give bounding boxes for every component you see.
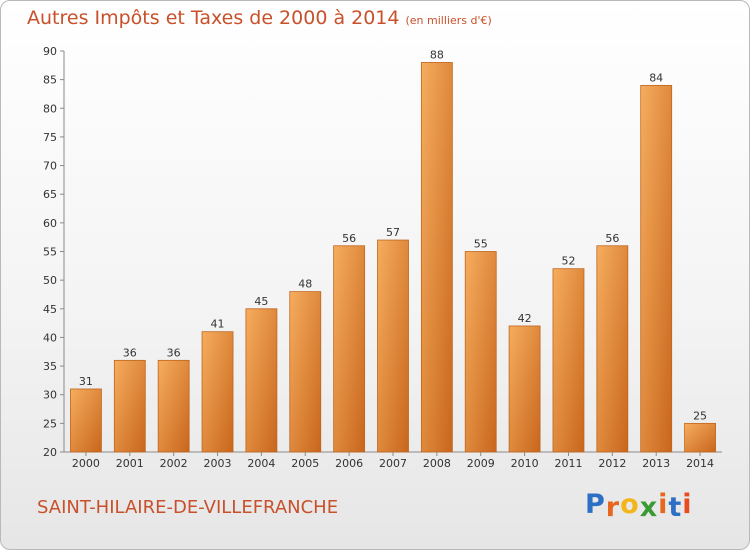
bar xyxy=(464,251,497,453)
y-tick-label: 40 xyxy=(43,331,57,344)
x-tick-label: 2012 xyxy=(598,457,626,470)
logo-letter: i xyxy=(682,489,693,520)
commune-name: SAINT-HILAIRE-DE-VILLEFRANCHE xyxy=(37,497,339,518)
proxiti-logo[interactable]: Proxiti xyxy=(585,489,693,523)
x-tick-label: 2001 xyxy=(116,457,144,470)
data-label: 55 xyxy=(474,238,488,251)
logo-letter: i xyxy=(658,489,669,520)
x-tick-label: 2004 xyxy=(247,457,275,470)
logo-letter: o xyxy=(620,489,640,520)
data-label: 31 xyxy=(79,375,93,388)
bar xyxy=(333,245,366,453)
y-tick-label: 75 xyxy=(43,131,57,144)
bar xyxy=(684,422,716,453)
bar xyxy=(289,291,322,453)
y-tick-label: 60 xyxy=(43,217,57,230)
bar xyxy=(420,62,453,453)
data-label: 41 xyxy=(211,318,225,331)
x-tick-label: 2010 xyxy=(511,457,539,470)
y-tick-label: 55 xyxy=(43,246,57,259)
bar xyxy=(508,325,541,453)
data-label: 42 xyxy=(518,312,532,325)
bar xyxy=(201,331,234,453)
x-tick-label: 2009 xyxy=(467,457,495,470)
x-tick-label: 2011 xyxy=(554,457,582,470)
data-label: 84 xyxy=(649,71,663,84)
y-tick-label: 50 xyxy=(43,274,57,287)
y-tick-label: 65 xyxy=(43,188,57,201)
y-tick-label: 20 xyxy=(43,446,57,459)
y-tick-label: 80 xyxy=(43,102,57,115)
x-tick-label: 2002 xyxy=(160,457,188,470)
x-tick-label: 2005 xyxy=(291,457,319,470)
data-label: 52 xyxy=(561,255,575,268)
logo-letter: t xyxy=(668,492,683,523)
data-label: 56 xyxy=(605,232,619,245)
data-label: 36 xyxy=(123,346,137,359)
bar xyxy=(596,245,629,453)
x-tick-label: 2003 xyxy=(204,457,232,470)
chart-title-text: Autres Impôts et Taxes de 2000 à 2014 xyxy=(27,7,400,29)
bar xyxy=(70,388,102,453)
y-tick-label: 25 xyxy=(43,417,57,430)
data-label: 45 xyxy=(254,295,268,308)
x-tick-label: 2007 xyxy=(379,457,407,470)
y-tick-label: 70 xyxy=(43,160,57,173)
x-tick-label: 2013 xyxy=(642,457,670,470)
chart-subtitle: (en milliers d'€) xyxy=(405,14,492,27)
x-tick-label: 2006 xyxy=(335,457,363,470)
data-label: 88 xyxy=(430,48,444,61)
logo-letter: r xyxy=(605,492,621,523)
bar xyxy=(245,308,278,453)
y-tick-label: 45 xyxy=(43,303,57,316)
bar xyxy=(113,359,146,453)
data-label: 56 xyxy=(342,232,356,245)
bar xyxy=(157,359,190,453)
bar xyxy=(377,239,409,453)
logo-letter: P xyxy=(585,489,606,520)
data-label: 48 xyxy=(298,278,312,291)
x-tick-label: 2014 xyxy=(686,457,714,470)
y-tick-label: 85 xyxy=(43,74,57,87)
logo-letter: x xyxy=(639,492,659,523)
data-label: 57 xyxy=(386,226,400,239)
data-label: 36 xyxy=(167,346,181,359)
x-tick-label: 2000 xyxy=(72,457,100,470)
y-tick-label: 30 xyxy=(43,389,57,402)
y-tick-label: 35 xyxy=(43,360,57,373)
y-tick-label: 90 xyxy=(43,45,57,58)
chart-title: Autres Impôts et Taxes de 2000 à 2014 (en… xyxy=(27,7,492,29)
data-label: 25 xyxy=(693,409,707,422)
bar xyxy=(640,84,673,453)
x-tick-label: 2008 xyxy=(423,457,451,470)
bar xyxy=(552,268,585,453)
